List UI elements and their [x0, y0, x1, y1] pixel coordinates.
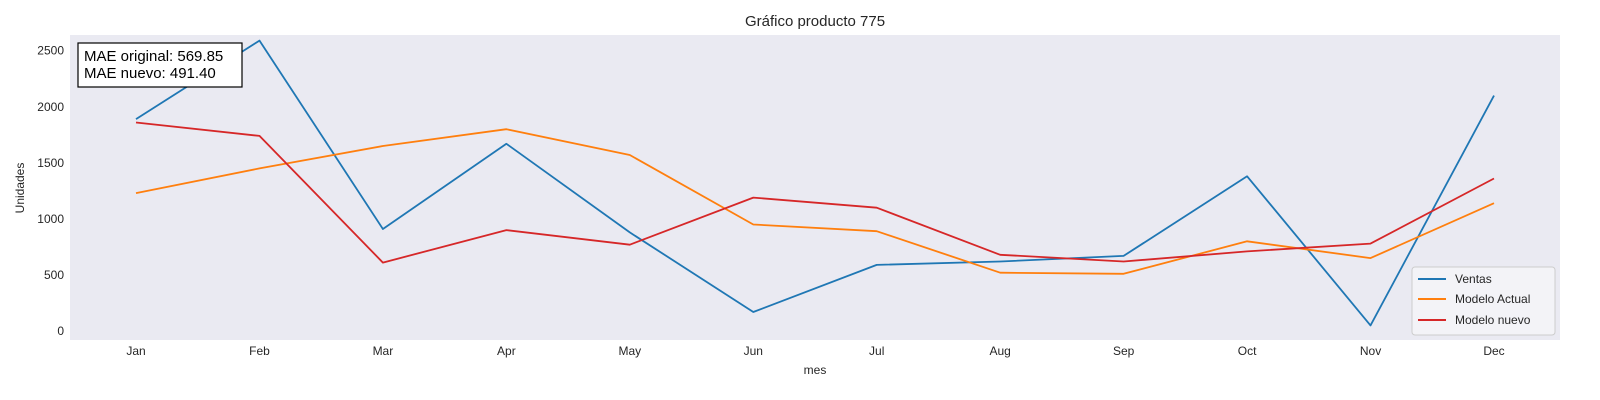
- y-axis-label: Unidades: [13, 163, 27, 214]
- legend-label-ventas: Ventas: [1455, 272, 1492, 286]
- annotation-frame: [77, 42, 243, 88]
- series-line-modelo-actual: [135, 128, 1495, 275]
- series-line-modelo-nuevo: [135, 121, 1495, 264]
- x-tick-label: Jan: [126, 344, 145, 358]
- y-tick-label: 500: [44, 268, 64, 282]
- x-tick-label: Apr: [497, 344, 516, 358]
- y-tick-label: 0: [57, 324, 64, 338]
- legend-label-modelo-nuevo: Modelo nuevo: [1455, 313, 1531, 327]
- x-tick-label: Feb: [249, 344, 270, 358]
- legend: Ventas Modelo Actual Modelo nuevo: [1411, 266, 1556, 336]
- legend-frame: [1411, 266, 1556, 336]
- mae-annotation-box: MAE original: 569.85 MAE nuevo: 491.40: [77, 42, 243, 88]
- annotation-mae-original: MAE original: 569.85: [84, 48, 223, 65]
- y-tick-label: 2500: [37, 44, 64, 58]
- x-tick-label: Mar: [373, 344, 394, 358]
- x-axis-ticks: Jan Feb Mar Apr May Jun Jul Aug Sep Oct Nov Dec: [126, 344, 1504, 358]
- plot-area: [70, 35, 1560, 340]
- y-tick-label: 1000: [37, 212, 64, 226]
- chart-title: Gráfico producto 775: [745, 13, 885, 30]
- y-axis-ticks: 0 500 1000 1500 2000 2500: [37, 44, 64, 338]
- series-line-ventas: [135, 39, 1495, 327]
- annotation-mae-new: MAE nuevo: 491.40: [84, 65, 216, 82]
- x-tick-label: Oct: [1238, 344, 1257, 358]
- x-tick-label: Nov: [1360, 344, 1381, 358]
- x-tick-label: May: [618, 344, 641, 358]
- x-tick-label: Jul: [869, 344, 884, 358]
- legend-label-modelo-actual: Modelo Actual: [1455, 292, 1530, 306]
- y-tick-label: 2000: [37, 100, 64, 114]
- y-tick-label: 1500: [37, 156, 64, 170]
- x-tick-label: Sep: [1113, 344, 1135, 358]
- x-tick-label: Jun: [744, 344, 763, 358]
- x-tick-label: Aug: [990, 344, 1011, 358]
- x-axis-label: mes: [804, 363, 827, 377]
- x-tick-label: Dec: [1483, 344, 1504, 358]
- series-lines: [135, 39, 1495, 327]
